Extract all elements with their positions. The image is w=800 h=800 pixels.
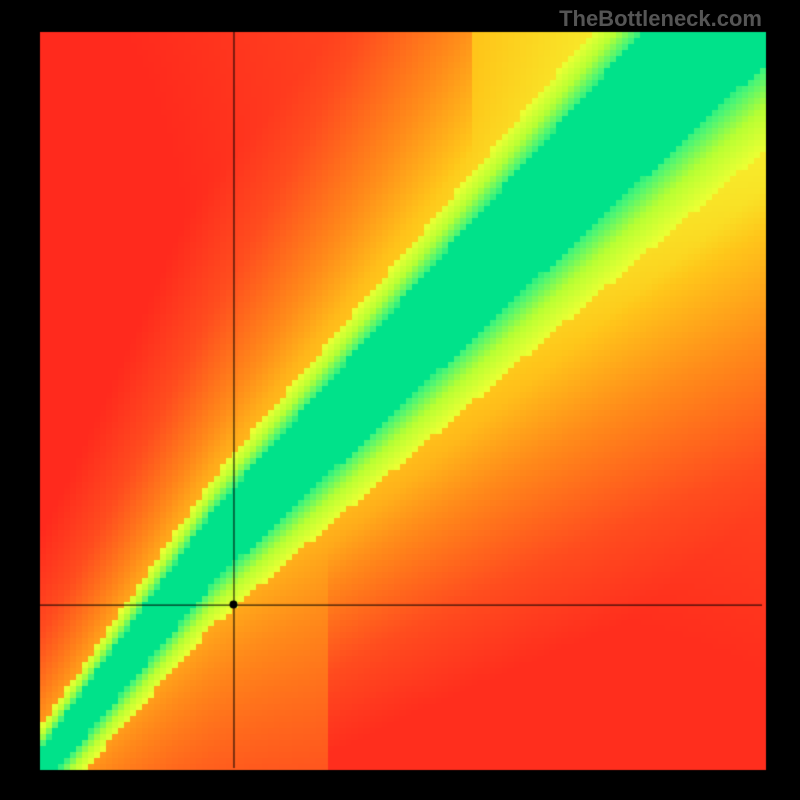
heatmap-canvas	[0, 0, 800, 800]
watermark-text: TheBottleneck.com	[559, 6, 762, 32]
